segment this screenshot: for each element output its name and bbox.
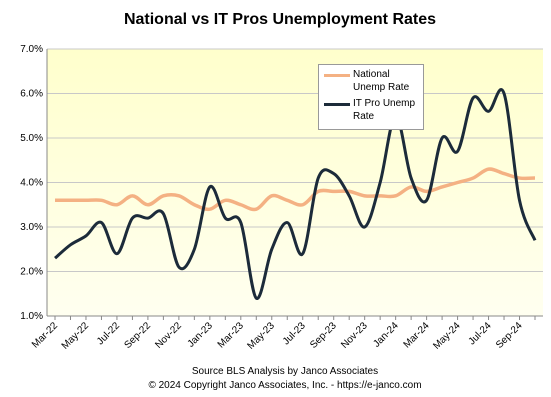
x-tick-label: Jul-24 bbox=[467, 320, 494, 347]
series-line bbox=[54, 88, 537, 300]
legend-label: National Unemp Rate bbox=[353, 69, 410, 93]
x-tick-label: Jul-22 bbox=[95, 320, 122, 347]
legend: National Unemp Rate IT Pro Unemp Rate bbox=[318, 64, 424, 130]
x-tick-label: Jan-24 bbox=[371, 320, 401, 350]
legend-swatch bbox=[324, 74, 350, 77]
y-tick-label: 3.0% bbox=[20, 222, 43, 233]
y-tick-label: 2.0% bbox=[20, 267, 43, 278]
x-tick-label: Nov-22 bbox=[153, 320, 184, 351]
x-tick-label: Mar-22 bbox=[30, 320, 60, 350]
series-line bbox=[55, 167, 536, 212]
legend-label: IT Pro Unemp Rate bbox=[353, 98, 416, 122]
y-tick-label: 7.0% bbox=[20, 44, 43, 55]
copyright-note: © 2024 Copyright Janco Associates, Inc. … bbox=[148, 380, 421, 391]
x-tick-label: Nov-23 bbox=[339, 320, 370, 351]
x-tick-label: Mar-24 bbox=[402, 320, 432, 350]
x-tick-label: Sep-22 bbox=[122, 320, 153, 351]
x-tick-label: May-23 bbox=[246, 320, 278, 352]
y-tick-label: 4.0% bbox=[20, 178, 43, 189]
x-tick-label: Jan-23 bbox=[186, 320, 216, 350]
legend-swatch bbox=[324, 103, 350, 106]
x-tick-label: Mar-23 bbox=[216, 320, 246, 350]
x-tick-label: Sep-24 bbox=[494, 320, 525, 351]
x-tick-label: Jul-23 bbox=[281, 320, 308, 347]
x-tick-label: Sep-23 bbox=[308, 320, 339, 351]
source-note: Source BLS Analysis by Janco Associates bbox=[192, 366, 378, 377]
chart-title: National vs IT Pros Unemployment Rates bbox=[124, 11, 436, 28]
y-tick-label: 5.0% bbox=[20, 133, 43, 144]
x-tick-label: May-22 bbox=[60, 320, 92, 352]
y-tick-label: 1.0% bbox=[20, 311, 43, 322]
y-tick-label: 6.0% bbox=[20, 89, 43, 100]
x-tick-label: May-24 bbox=[431, 320, 463, 352]
